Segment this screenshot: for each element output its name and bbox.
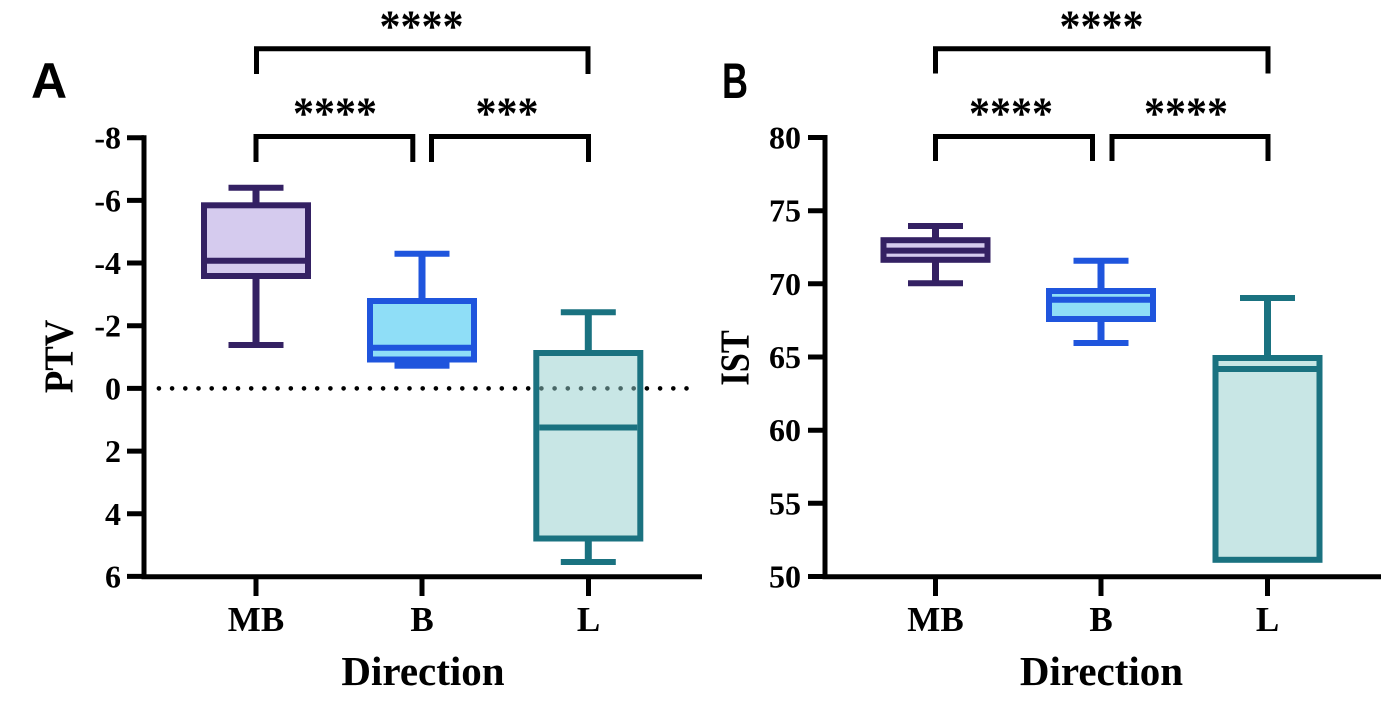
svg-text:6: 6 [105, 558, 121, 594]
svg-text:MB: MB [228, 600, 284, 639]
svg-text:PTV: PTV [36, 319, 82, 393]
svg-text:70: 70 [769, 266, 801, 302]
svg-text:60: 60 [769, 412, 801, 448]
svg-text:50: 50 [769, 559, 801, 595]
svg-text:Direction: Direction [341, 648, 504, 694]
svg-text:-8: -8 [94, 120, 121, 156]
svg-text:65: 65 [769, 339, 801, 375]
svg-text:****: **** [293, 88, 377, 139]
svg-text:-4: -4 [94, 245, 121, 281]
svg-text:75: 75 [769, 193, 801, 229]
svg-text:IST: IST [711, 330, 757, 386]
svg-text:-2: -2 [94, 308, 121, 344]
svg-text:B: B [410, 600, 433, 639]
svg-text:MB: MB [907, 600, 963, 639]
svg-text:****: **** [969, 88, 1053, 139]
svg-text:***: *** [476, 88, 539, 139]
svg-text:2: 2 [105, 433, 121, 469]
svg-text:****: **** [1144, 88, 1228, 139]
svg-text:L: L [1256, 600, 1279, 639]
svg-text:B: B [1089, 600, 1112, 639]
svg-text:55: 55 [769, 485, 801, 521]
svg-text:-6: -6 [94, 182, 121, 218]
svg-text:****: **** [380, 1, 464, 52]
svg-text:80: 80 [769, 120, 801, 156]
svg-text:L: L [577, 600, 600, 639]
svg-text:****: **** [1060, 1, 1144, 52]
svg-text:0: 0 [105, 370, 121, 406]
svg-text:4: 4 [105, 496, 121, 532]
svg-text:B: B [722, 53, 748, 109]
svg-text:A: A [31, 53, 67, 109]
svg-text:Direction: Direction [1020, 648, 1183, 694]
